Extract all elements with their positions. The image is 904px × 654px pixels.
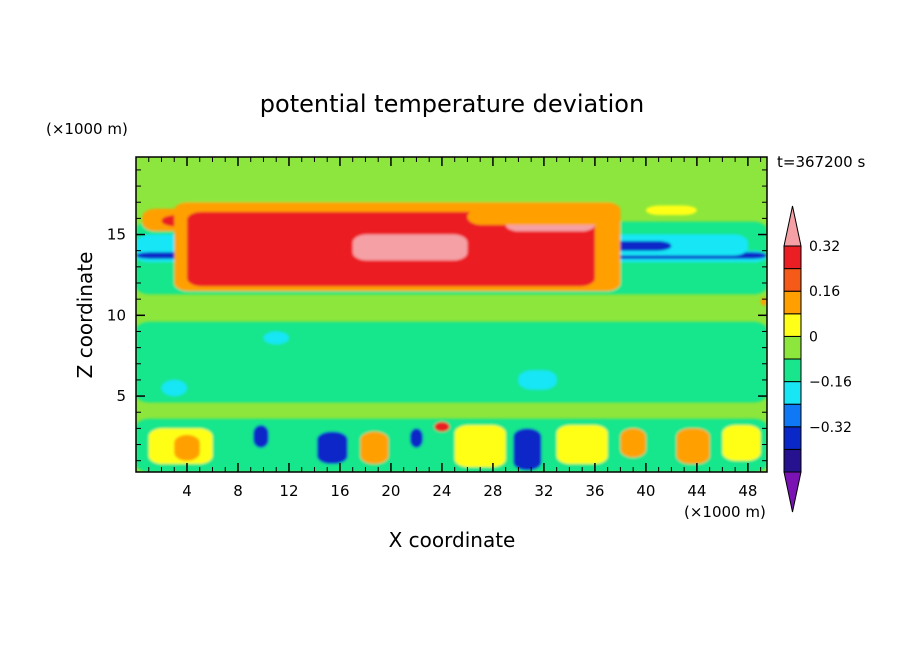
contour-region — [253, 425, 269, 448]
contour-region — [174, 434, 200, 461]
chart-title: potential temperature deviation — [260, 90, 644, 118]
contour-region — [454, 425, 506, 468]
x-axis: 4 8 12 16 20 24 28 32 36 40 44 48 — [148, 157, 762, 500]
x-tick-label: 36 — [585, 482, 604, 500]
contour-region — [161, 379, 187, 397]
x-tick-label: 12 — [279, 482, 298, 500]
contour-region — [317, 431, 348, 464]
contour-region — [136, 321, 767, 403]
time-label: t=367200 s — [777, 153, 865, 171]
colorbar: 0.32 0.16 0 −0.16 −0.32 — [783, 205, 852, 513]
contour-region — [722, 425, 761, 461]
colorbar-segment — [783, 403, 802, 428]
x-tick-label: 4 — [182, 482, 192, 500]
colorbar-segment — [783, 381, 802, 405]
contour-region — [556, 425, 608, 464]
plot-frame — [135, 156, 768, 473]
x-tick-label: 16 — [330, 482, 349, 500]
contour-regions — [136, 157, 767, 472]
contour-region — [620, 428, 646, 458]
contour-region — [136, 418, 767, 472]
x-unit-label: (×1000 m) — [684, 503, 766, 521]
colorbar-segment — [783, 426, 802, 450]
colorbar-label: 0 — [809, 329, 818, 345]
y-tick-label: 15 — [107, 226, 126, 244]
y-axis: 5 10 15 — [107, 169, 767, 462]
y-axis-label: Z coordinate — [73, 252, 97, 379]
x-tick-label: 8 — [233, 482, 243, 500]
contour-region — [676, 428, 710, 464]
x-tick-label: 40 — [636, 482, 655, 500]
colorbar-segment — [783, 448, 802, 473]
colorbar-segment — [783, 335, 802, 360]
x-tick-label: 48 — [738, 482, 757, 500]
colorbar-segment — [783, 245, 802, 270]
contour-region — [645, 205, 697, 216]
colorbar-label: −0.16 — [809, 375, 852, 391]
colorbar-segment — [783, 268, 802, 292]
x-tick-label: 28 — [483, 482, 502, 500]
contour-region — [513, 428, 542, 471]
contour-region — [467, 208, 621, 225]
colorbar-label: 0.16 — [809, 284, 840, 300]
y-tick-label: 5 — [116, 387, 126, 405]
contour-region — [434, 421, 450, 432]
colorbar-label: 0.32 — [809, 239, 840, 255]
contour-region — [360, 431, 389, 464]
contour-region — [263, 331, 289, 345]
contour-region — [410, 428, 423, 448]
x-tick-label: 24 — [432, 482, 451, 500]
y-tick-label: 10 — [107, 306, 126, 324]
x-tick-label: 44 — [687, 482, 706, 500]
colorbar-segment — [783, 313, 802, 337]
colorbar-label: −0.32 — [809, 420, 852, 436]
x-tick-label: 20 — [381, 482, 400, 500]
plot-area — [136, 157, 767, 472]
y-unit-label: (×1000 m) — [46, 120, 128, 138]
colorbar-extend-max — [783, 205, 802, 247]
x-tick-label: 32 — [534, 482, 553, 500]
contour-region — [352, 234, 468, 261]
colorbar-extend-min — [783, 471, 802, 513]
contour-region — [136, 157, 767, 203]
contour-region — [518, 370, 557, 390]
colorbar-segment — [783, 290, 802, 315]
x-axis-label: X coordinate — [389, 528, 516, 552]
colorbar-segment — [783, 358, 802, 383]
